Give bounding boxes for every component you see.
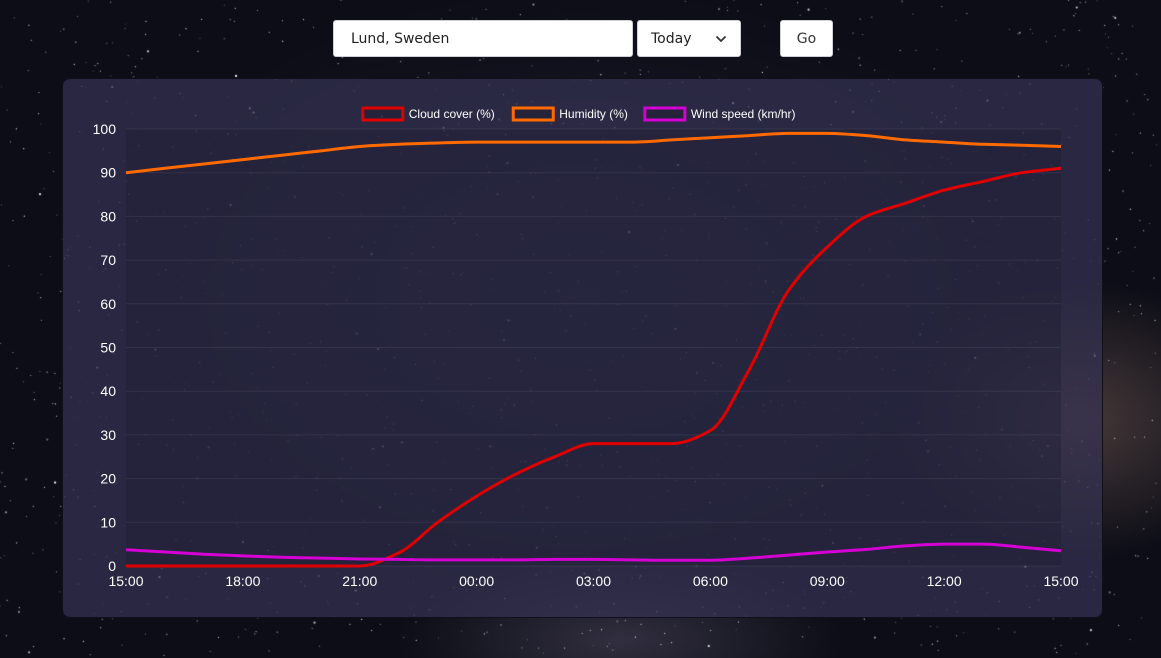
x-tick-label: 12:00 xyxy=(927,573,962,589)
legend-label-0: Cloud cover (%) xyxy=(409,107,495,121)
series-line-2 xyxy=(125,542,1062,562)
y-tick-label: 0 xyxy=(108,558,116,574)
y-tick-label: 20 xyxy=(100,471,116,487)
chart-panel: 0 10 20 30 40 50 60 70 80 90 100 15:00 18:00 21:00 00:… xyxy=(62,78,1103,618)
y-tick-label: 70 xyxy=(100,252,116,268)
weather-line-chart: 0 10 20 30 40 50 60 70 80 90 100 15:00 18:00 21:00 00:… xyxy=(93,106,1079,589)
series-line-1 xyxy=(125,131,1062,175)
legend-swatch-1 xyxy=(511,106,555,122)
chevron-down-icon xyxy=(715,35,727,43)
legend-label-2: Wind speed (km/hr) xyxy=(691,107,796,121)
legend-swatch-2 xyxy=(643,106,687,122)
day-select-value: Today xyxy=(651,30,692,47)
y-tick-label: 60 xyxy=(100,296,116,312)
legend-swatch-0 xyxy=(361,106,405,122)
y-tick-label: 100 xyxy=(93,121,117,137)
series-line-0 xyxy=(125,166,1062,568)
y-tick-label: 30 xyxy=(100,427,116,443)
y-tick-label: 50 xyxy=(100,340,116,356)
x-tick-label: 15:00 xyxy=(1043,573,1078,589)
y-tick-label: 40 xyxy=(100,383,116,399)
x-tick-label: 21:00 xyxy=(342,573,377,589)
x-tick-label: 18:00 xyxy=(225,573,260,589)
x-tick-label: 09:00 xyxy=(810,573,845,589)
location-input[interactable] xyxy=(333,20,633,57)
x-tick-label: 15:00 xyxy=(108,573,143,589)
y-tick-label: 80 xyxy=(100,208,116,224)
y-tick-label: 90 xyxy=(100,165,116,181)
day-select[interactable]: Today xyxy=(637,20,741,57)
legend-label-1: Humidity (%) xyxy=(559,107,628,121)
x-tick-label: 06:00 xyxy=(693,573,728,589)
x-tick-label: 03:00 xyxy=(576,573,611,589)
y-tick-label: 10 xyxy=(100,514,116,530)
x-tick-label: 00:00 xyxy=(459,573,494,589)
go-button[interactable]: Go xyxy=(780,20,833,57)
